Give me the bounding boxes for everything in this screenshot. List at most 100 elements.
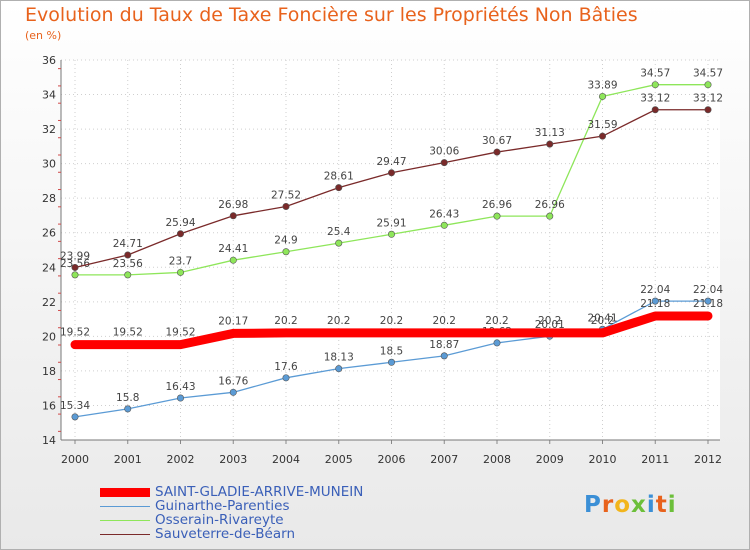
- y-tick-label: 34: [42, 89, 56, 102]
- logo-letter: r: [601, 492, 615, 518]
- data-label: 19.52: [113, 327, 143, 339]
- x-tick-label: 2001: [114, 453, 142, 466]
- data-label: 20.41: [587, 312, 617, 324]
- data-point: [177, 268, 185, 276]
- data-label: 25.94: [165, 217, 195, 229]
- x-tick-label: 2005: [325, 453, 353, 466]
- data-point: [387, 169, 395, 177]
- data-label: 20.2: [538, 315, 561, 327]
- data-point: [704, 106, 712, 114]
- x-tick-label: 2006: [378, 453, 406, 466]
- legend-item-sauveterre: Sauveterre-de-Béarn: [100, 526, 400, 542]
- data-label: 28.61: [324, 171, 354, 183]
- data-label: 33.12: [640, 93, 670, 105]
- data-point: [335, 239, 343, 247]
- data-label: 30.06: [429, 146, 459, 158]
- data-point: [229, 388, 237, 396]
- data-label: 25.91: [376, 217, 406, 229]
- data-label: 17.6: [274, 361, 298, 373]
- y-tick-label: 26: [42, 227, 56, 240]
- data-label: 23.7: [169, 255, 192, 267]
- y-tick-label: 24: [42, 261, 56, 274]
- data-point: [177, 230, 185, 238]
- data-label: 21.18: [640, 298, 670, 310]
- data-point: [335, 184, 343, 192]
- legend-swatch-red: [100, 488, 150, 497]
- data-label: 15.34: [60, 400, 90, 412]
- data-point: [177, 394, 185, 402]
- data-point: [598, 132, 606, 140]
- data-point: [493, 212, 501, 220]
- data-label: 22.04: [693, 284, 723, 296]
- data-point: [546, 140, 554, 148]
- y-tick-label: 32: [42, 123, 56, 136]
- data-label: 19.52: [165, 327, 195, 339]
- legend-item-osserain: Osserain-Rivareyte: [100, 512, 400, 528]
- chart-title: Evolution du Taux de Taxe Foncière sur l…: [25, 4, 638, 26]
- data-label: 20.01: [535, 319, 565, 331]
- data-point: [71, 263, 79, 271]
- x-tick-label: 2003: [219, 453, 247, 466]
- data-label: 20.2: [591, 315, 614, 327]
- data-point: [124, 251, 132, 259]
- legend-label: Osserain-Rivareyte: [155, 512, 284, 528]
- data-label: 20.2: [485, 315, 508, 327]
- data-label: 23.99: [60, 250, 90, 262]
- legend-label: Sauveterre-de-Béarn: [155, 526, 296, 542]
- logo-letter: i: [667, 492, 677, 518]
- data-label: 22.04: [640, 284, 670, 296]
- data-point: [440, 352, 448, 360]
- data-point: [282, 248, 290, 256]
- x-tick-label: 2010: [589, 453, 617, 466]
- logo-letter: P: [584, 492, 602, 518]
- data-point: [282, 202, 290, 210]
- legend-swatch-green: [100, 520, 150, 521]
- data-label: 21.18: [693, 298, 723, 310]
- y-tick-label: 28: [42, 192, 56, 205]
- logo-letter: x: [631, 492, 647, 518]
- data-label: 34.57: [693, 68, 723, 80]
- data-label: 34.57: [640, 68, 670, 80]
- x-tick-label: 2011: [641, 453, 669, 466]
- data-point: [493, 339, 501, 347]
- legend-label: Guinarthe-Parenties: [155, 498, 290, 514]
- y-tick-label: 36: [42, 54, 56, 67]
- data-label: 31.59: [587, 119, 617, 131]
- data-point: [387, 230, 395, 238]
- data-point: [440, 221, 448, 229]
- x-tick-label: 2008: [483, 453, 511, 466]
- x-tick-label: 2007: [430, 453, 458, 466]
- data-point: [493, 148, 501, 156]
- y-tick-label: 30: [42, 158, 56, 171]
- y-tick-label: 20: [42, 330, 56, 343]
- data-label: 20.2: [327, 315, 350, 327]
- proxiti-logo: Proxiti: [584, 492, 677, 518]
- x-tick-label: 2004: [272, 453, 300, 466]
- data-label: 20.2: [274, 315, 297, 327]
- data-label: 27.52: [271, 189, 301, 201]
- data-point: [598, 92, 606, 100]
- data-point: [282, 374, 290, 382]
- data-label: 26.98: [218, 199, 248, 211]
- data-point: [71, 413, 79, 421]
- data-label: 18.87: [429, 339, 459, 351]
- data-label: 15.8: [116, 392, 139, 404]
- data-label: 26.43: [429, 208, 459, 220]
- chart-legend: SAINT-GLADIE-ARRIVE-MUNEIN Guinarthe-Par…: [100, 484, 400, 542]
- x-tick-label: 2002: [167, 453, 195, 466]
- data-label: 20.2: [380, 315, 403, 327]
- y-tick-label: 22: [42, 296, 56, 309]
- data-label: 23.56: [60, 258, 90, 270]
- data-point: [651, 297, 659, 305]
- y-tick-label: 14: [42, 434, 56, 447]
- data-label: 30.67: [482, 135, 512, 147]
- data-label: 24.9: [274, 235, 297, 247]
- data-label: 24.41: [218, 243, 248, 255]
- logo-letter: i: [646, 492, 656, 518]
- data-label: 31.13: [535, 127, 565, 139]
- data-label: 16.43: [165, 381, 195, 393]
- data-point: [651, 81, 659, 89]
- data-point: [229, 212, 237, 220]
- data-point: [229, 256, 237, 264]
